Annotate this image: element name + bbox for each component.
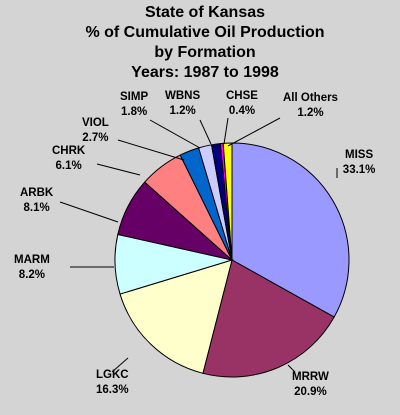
title-line-4: Years: 1987 to 1998 <box>131 64 279 81</box>
pie-slice-miss <box>231 142 350 318</box>
pie-slice-mrrw <box>202 259 335 378</box>
pie-slice-lgkc <box>119 259 233 374</box>
slice-label-value: 1.2% <box>297 107 323 119</box>
slice-label-value: 2.7% <box>82 132 108 144</box>
slice-label-value: 1.8% <box>121 106 147 118</box>
pie-slices <box>114 142 350 378</box>
slice-label-name: LGKC <box>96 369 129 381</box>
leader-line-mrrw <box>287 364 296 373</box>
slice-label-name: CHSE <box>226 90 258 102</box>
slice-label-name: MRRW <box>292 371 329 383</box>
slice-label-value: 0.4% <box>229 105 255 117</box>
leader-line-viol <box>117 139 185 161</box>
slice-label-value: 33.1% <box>343 164 376 176</box>
slice-label-name: ARBK <box>20 187 54 199</box>
slice-label-value: 1.2% <box>170 105 196 117</box>
slice-label-value: 8.1% <box>24 202 50 214</box>
title-line-1: State of Kansas <box>145 4 265 21</box>
slice-label-name: WBNS <box>165 90 200 102</box>
leader-line-arbk <box>59 201 119 223</box>
slice-label-name: MARM <box>14 254 50 266</box>
slice-label-name: VIOL <box>82 117 109 129</box>
pie-slice-all-others <box>222 142 233 261</box>
chart-title: State of Kansas % of Cumulative Oil Prod… <box>85 4 324 81</box>
slice-label-name: MISS <box>345 149 373 161</box>
slice-label-value: 20.9% <box>294 386 327 398</box>
slice-label-name: All Others <box>283 92 338 104</box>
title-line-2: % of Cumulative Oil Production <box>85 24 324 41</box>
leader-line-wbns <box>199 119 212 145</box>
slice-label-value: 8.2% <box>19 269 45 281</box>
slice-label-value: 16.3% <box>96 384 129 396</box>
slice-labels: MISS 33.1% MRRW 20.9% LGKC 16.3% MARM 8.2% ARBK 8… <box>14 90 375 398</box>
slice-label-name: CHRK <box>52 145 86 157</box>
leader-line-chse <box>223 117 229 145</box>
leader-lines <box>59 117 338 373</box>
slice-label-name: SIMP <box>120 91 148 103</box>
slice-label-value: 6.1% <box>56 160 82 172</box>
leader-line-simp <box>149 119 201 149</box>
title-line-3: by Formation <box>154 44 255 61</box>
leader-line-lgkc <box>111 357 129 373</box>
leader-line-chrk <box>96 163 141 176</box>
leader-line-all-others <box>227 117 281 147</box>
